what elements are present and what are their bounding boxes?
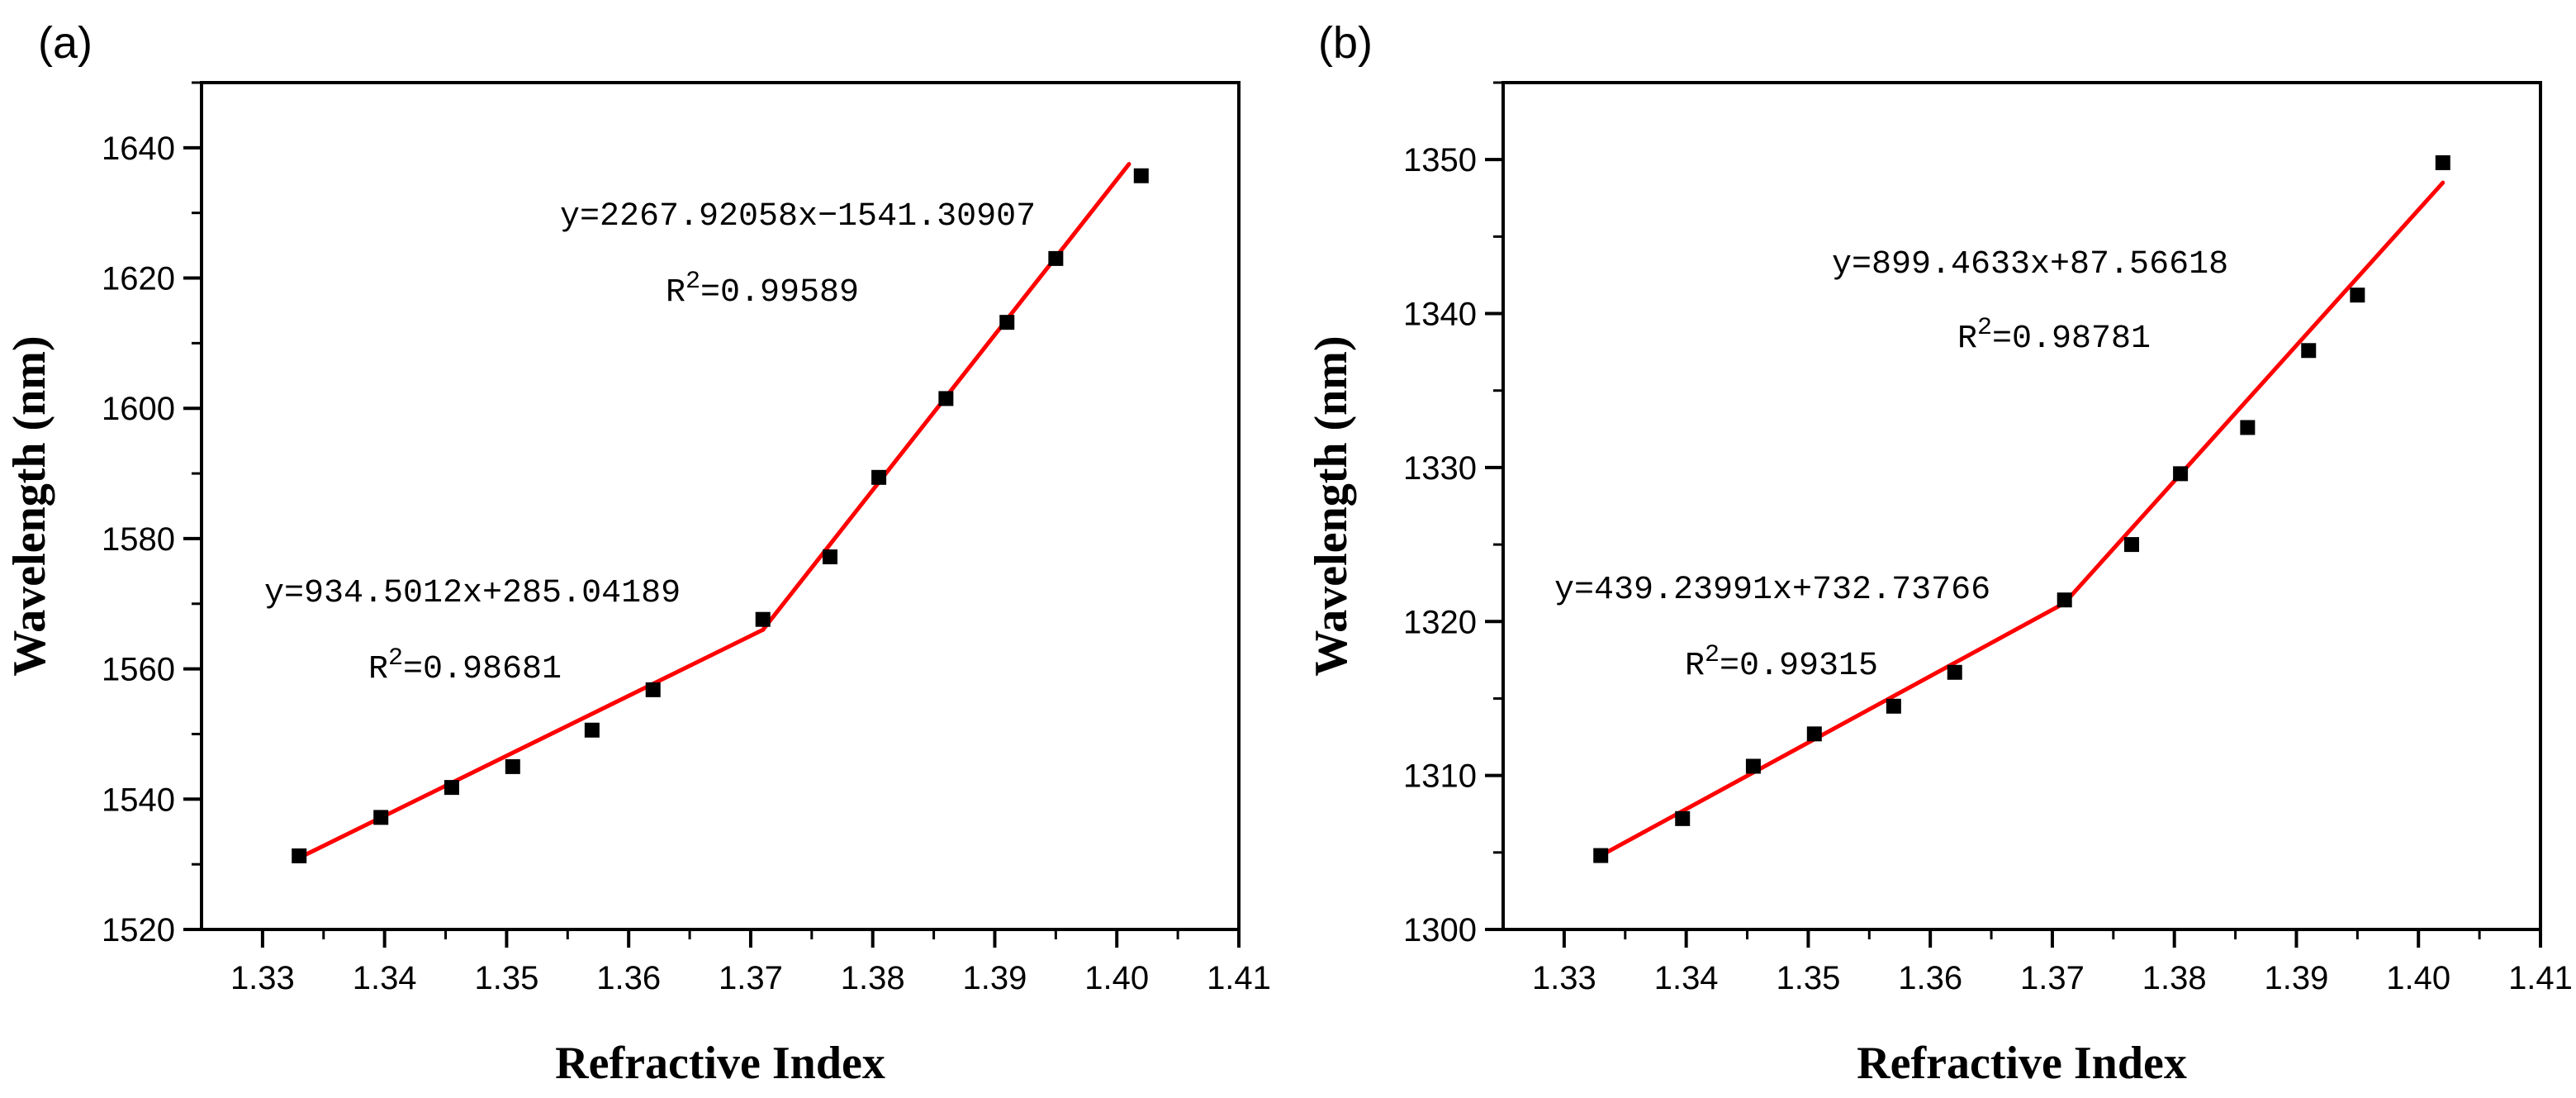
- y-tick-label: 1620: [102, 261, 175, 297]
- y-tick-label: 1520: [102, 912, 175, 948]
- r2-value: =0.99589: [700, 274, 859, 311]
- y-tick-label: 1560: [102, 652, 175, 688]
- data-point: [1133, 168, 1149, 183]
- data-point: [1745, 758, 1761, 774]
- x-tick-label: 1.35: [474, 960, 538, 996]
- y-tick-label: 1320: [1403, 604, 1477, 640]
- data-point: [1886, 698, 1901, 714]
- data-point: [1593, 848, 1609, 863]
- y-tick-label: 1310: [1403, 758, 1477, 795]
- r2-prefix: R: [666, 274, 686, 311]
- data-point: [2240, 420, 2256, 435]
- y-tick-label: 1330: [1403, 450, 1477, 487]
- data-point: [938, 391, 954, 406]
- fit-equation-1: y=439.23991x+732.73766: [1554, 572, 1990, 609]
- r2-superscript: 2: [1977, 314, 1992, 342]
- data-point: [822, 549, 837, 564]
- x-tick-label: 1.41: [2508, 960, 2573, 996]
- fit-line-1: [1598, 601, 2067, 858]
- x-tick-label: 1.36: [1898, 960, 1962, 996]
- data-point: [373, 810, 389, 825]
- x-tick-label: 1.37: [2020, 960, 2085, 996]
- fit-equation-2: y=899.4633x+87.56618: [1832, 246, 2228, 283]
- x-tick-label: 1.40: [1084, 960, 1149, 996]
- x-tick-label: 1.39: [963, 960, 1027, 996]
- x-tick-label: 1.36: [596, 960, 661, 996]
- y-tick-label: 1300: [1403, 912, 1477, 948]
- data-point: [2123, 537, 2139, 553]
- r2-prefix: R: [1957, 321, 1977, 358]
- fit-r-squared-1: R2=0.98681: [368, 644, 562, 688]
- data-point: [871, 469, 887, 485]
- data-point: [1947, 664, 1962, 680]
- panel-label: (b): [1318, 18, 1373, 68]
- data-point: [505, 758, 520, 774]
- y-axis-title: Wavelength (nm): [1306, 335, 1357, 676]
- fit-line-2: [2062, 180, 2446, 606]
- x-tick-label: 1.33: [230, 960, 295, 996]
- data-point: [1048, 250, 1064, 266]
- data-point: [755, 611, 771, 627]
- data-point: [645, 682, 661, 697]
- fit-equation-2: y=2267.92058x−1541.30907: [560, 198, 1036, 235]
- x-tick-label: 1.41: [1207, 960, 1271, 996]
- fit-r-squared-1: R2=0.99315: [1685, 641, 1878, 685]
- r2-value: =0.99315: [1720, 648, 1878, 685]
- r2-superscript: 2: [388, 644, 403, 673]
- plot-frame: [1501, 81, 2542, 931]
- r2-value: =0.98681: [403, 651, 562, 688]
- data-point: [1675, 810, 1691, 826]
- y-tick-label: 1600: [102, 391, 175, 427]
- data-point: [2057, 592, 2072, 608]
- chart-panel-b: (b) 1.33 1.34 1.35 1.36 1.37 1.38 1.39 1.40 1.41 1…: [1306, 18, 2573, 1089]
- plot-frame: [200, 81, 1241, 931]
- data-point: [584, 722, 600, 738]
- chart-panel-a: (a) 1.33 1.34 1.35 1.36 1.37 1.38 1.39 1.40 1.41 1…: [4, 18, 1271, 1089]
- x-tick-label: 1.34: [353, 960, 417, 996]
- data-point: [2301, 343, 2317, 359]
- fit-r-squared-2: R2=0.99589: [666, 268, 859, 311]
- data-point: [2173, 466, 2189, 482]
- data-point: [1806, 726, 1822, 742]
- r2-superscript: 2: [686, 268, 700, 296]
- x-axis-title: Refractive Index: [555, 1038, 885, 1089]
- r2-prefix: R: [368, 651, 388, 688]
- data-point: [2350, 288, 2365, 303]
- y-tick-label: 1540: [102, 782, 175, 818]
- y-tick-label: 1340: [1403, 297, 1477, 333]
- y-tick-label: 1640: [102, 131, 175, 167]
- x-axis-title: Refractive Index: [1857, 1038, 2187, 1089]
- x-tick-label: 1.38: [841, 960, 905, 996]
- y-tick-label: 1350: [1403, 142, 1477, 178]
- x-tick-label: 1.33: [1532, 960, 1596, 996]
- x-tick-label: 1.38: [2142, 960, 2207, 996]
- x-tick-label: 1.35: [1776, 960, 1840, 996]
- data-point: [444, 780, 459, 796]
- y-tick-label: 1580: [102, 521, 175, 558]
- x-tick-label: 1.39: [2265, 960, 2329, 996]
- r2-value: =0.98781: [1992, 321, 2151, 358]
- fit-equation-1: y=934.5012x+285.04189: [264, 575, 681, 612]
- x-tick-label: 1.34: [1654, 960, 1719, 996]
- data-point: [999, 315, 1015, 330]
- x-tick-label: 1.37: [719, 960, 783, 996]
- r2-prefix: R: [1685, 648, 1705, 685]
- data-point: [292, 848, 307, 863]
- y-axis-title: Wavelength (nm): [4, 335, 55, 676]
- panel-label: (a): [38, 18, 93, 68]
- x-tick-label: 1.40: [2386, 960, 2450, 996]
- data-point: [2435, 154, 2450, 170]
- r2-superscript: 2: [1705, 641, 1720, 669]
- fit-r-squared-2: R2=0.98781: [1957, 314, 2151, 358]
